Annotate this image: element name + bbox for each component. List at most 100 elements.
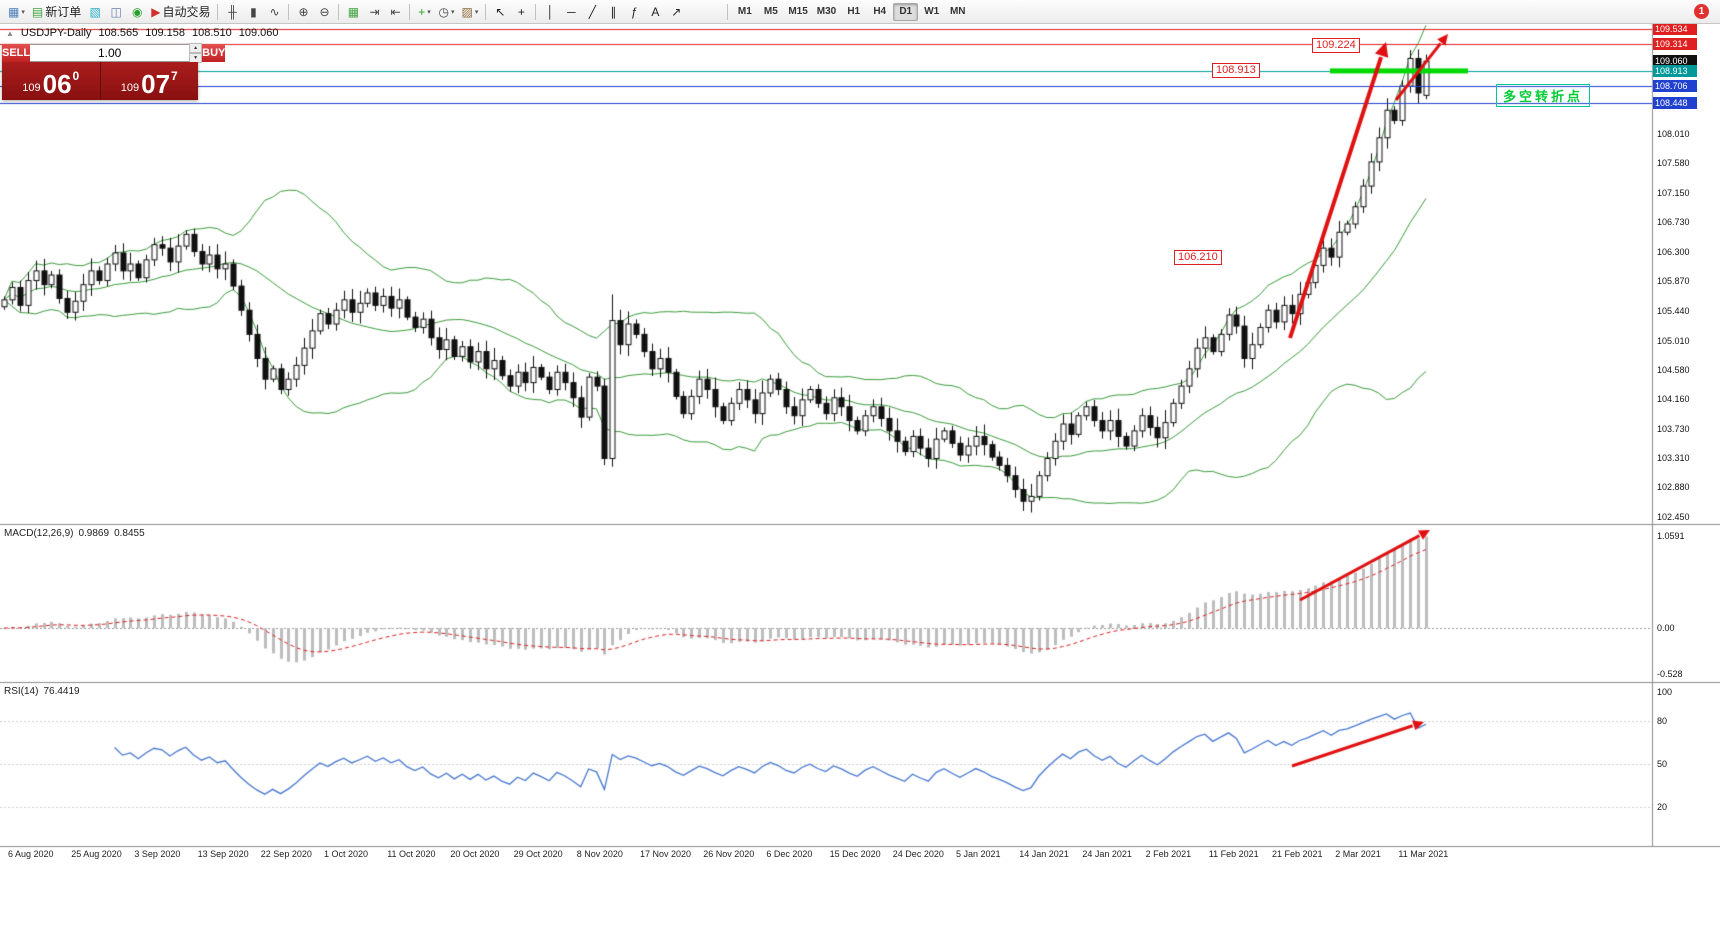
ohlc-low: 108.510 — [191, 27, 232, 39]
timeframe-h4-button[interactable]: H4 — [873, 6, 887, 17]
rsi-value: 76.4419 — [43, 686, 80, 697]
price-flag-annotation[interactable]: 106.210 — [1174, 250, 1222, 265]
autotrading-icon: ▶ — [151, 4, 161, 19]
timeframe-d1-button[interactable]: D1 — [893, 2, 919, 21]
sell-price-button[interactable]: 109 06 0 — [2, 62, 100, 100]
horizontal-line-icon: ─ — [567, 4, 576, 19]
horizontal-line-button[interactable]: ─ — [561, 2, 581, 22]
date-label: 13 Sep 2020 — [197, 849, 249, 859]
price-axis-flag-bid[interactable]: 109.060 — [1653, 55, 1697, 68]
sell-price-prefix: 109 — [22, 82, 41, 94]
chart-window-icon: ▲ — [6, 29, 14, 38]
rsi-indicator-label: RSI(14) 76.4419 — [4, 686, 80, 697]
tile-windows-icon: ▦ — [347, 4, 360, 19]
zoom-out-button[interactable]: ⊖ — [314, 2, 334, 22]
line-chart-icon: ∿ — [269, 4, 280, 19]
buy-button[interactable]: BUY — [202, 44, 226, 62]
timeframe-m30-button[interactable]: M30 — [816, 6, 837, 17]
auto-scroll-button[interactable]: ⇥ — [364, 2, 384, 22]
data-window-button[interactable]: ◫ — [106, 2, 126, 22]
text-label-button[interactable]: A — [645, 2, 665, 22]
fibonacci-icon: ƒ — [630, 4, 638, 19]
price-axis-flag-support[interactable]: 108.448 — [1653, 97, 1697, 110]
price-axis-label: 107.150 — [1657, 187, 1690, 198]
price-axis-label: 107.580 — [1657, 158, 1690, 169]
chart-shift-button[interactable]: ⇤ — [385, 2, 405, 22]
sell-button[interactable]: SELL — [2, 44, 31, 62]
turning-point-annotation[interactable]: 多空转折点 — [1496, 84, 1591, 107]
price-flag-annotation[interactable]: 109.224 — [1312, 38, 1360, 53]
price-axis-flag-level[interactable]: 108.913 — [1653, 65, 1697, 78]
macd-signal-value: 0.8455 — [114, 528, 145, 539]
price-axis-label: 104.160 — [1657, 394, 1690, 405]
price-axis-label: 106.730 — [1657, 216, 1690, 227]
data-window-icon: ◫ — [110, 4, 122, 19]
buy-price-big: 07 — [141, 69, 171, 99]
price-axis-flag-resistance[interactable]: 109.314 — [1653, 37, 1697, 50]
date-label: 2 Mar 2021 — [1335, 849, 1381, 859]
candlestick-chart-button[interactable]: ▮ — [243, 2, 263, 22]
vertical-line-button[interactable]: │ — [540, 2, 560, 22]
periods-button[interactable]: ◷ ▾ — [435, 2, 457, 22]
tile-windows-button[interactable]: ▦ — [343, 2, 363, 22]
date-label: 6 Dec 2020 — [766, 849, 813, 859]
timeframe-h1-button[interactable]: H1 — [847, 6, 861, 17]
charts-profiles-button[interactable]: ▧ — [85, 2, 105, 22]
macd-indicator-label: MACD(12,26,9) 0.9869 0.8455 — [4, 528, 145, 539]
equidistant-channel-button[interactable]: ∥ — [603, 2, 623, 22]
price-axis-flag-resistance[interactable]: 109.534 — [1653, 22, 1697, 35]
history-center-button[interactable]: ◉ — [127, 2, 147, 22]
timeframe-m15-button[interactable]: M15 — [788, 6, 808, 17]
new-chart-icon: ▦ — [8, 4, 20, 19]
bar-chart-button[interactable]: ╫ — [222, 2, 242, 22]
templates-dropdown-caret[interactable]: ▾ — [474, 8, 479, 16]
date-label: 11 Mar 2021 — [1398, 849, 1449, 859]
date-label: 24 Dec 2020 — [892, 849, 944, 859]
volume-input[interactable] — [30, 45, 190, 61]
macd-axis-label: 0.00 — [1657, 623, 1675, 634]
indicators-button[interactable]: + ▾ — [414, 2, 434, 22]
volume-increase-button[interactable]: ▲ — [189, 43, 203, 53]
date-label: 25 Aug 2020 — [71, 849, 122, 859]
timeframe-m5-button[interactable]: M5 — [763, 6, 778, 17]
buy-price-sup: 7 — [171, 69, 178, 83]
price-axis-label: 105.870 — [1657, 276, 1690, 287]
auto-scroll-icon: ⇥ — [369, 4, 380, 19]
macd-name: MACD(12,26,9) — [4, 528, 74, 539]
autotrading-button[interactable]: ▶ 自动交易 — [148, 2, 213, 22]
price-flag-annotation[interactable]: 108.913 — [1212, 63, 1260, 78]
one-click-trading-panel: SELL ▲ ▼ BUY 109 06 0 109 07 7 — [2, 43, 226, 100]
price-axis-label: 106.300 — [1657, 246, 1690, 257]
indicators-dropdown-caret[interactable]: ▾ — [427, 8, 431, 16]
line-chart-button[interactable]: ∿ — [264, 2, 284, 22]
new-chart-dropdown-caret[interactable]: ▾ — [21, 8, 25, 16]
templates-button[interactable]: ▨ ▾ — [458, 2, 481, 22]
trendline-button[interactable]: ╱ — [582, 2, 602, 22]
new-order-button[interactable]: ▤ 新订单 — [29, 2, 84, 22]
rsi-axis-label: 80 — [1657, 715, 1668, 726]
volume-box: ▲ ▼ — [30, 43, 203, 63]
crosshair-button[interactable]: + — [511, 2, 531, 22]
notification-badge[interactable]: 1 — [1694, 4, 1709, 19]
fibonacci-button[interactable]: ƒ — [624, 2, 644, 22]
autotrading-label: 自动交易 — [162, 5, 211, 19]
buy-price-button[interactable]: 109 07 7 — [99, 62, 198, 100]
timeframe-mn-button[interactable]: MN — [949, 6, 966, 17]
sell-price-sup: 0 — [72, 69, 80, 83]
date-label: 11 Oct 2020 — [387, 849, 436, 859]
timeframe-m1-button[interactable]: M1 — [737, 6, 752, 17]
zoom-in-button[interactable]: ⊕ — [293, 2, 313, 22]
price-axis-flag-support[interactable]: 108.706 — [1653, 79, 1697, 92]
arrows-tool-button[interactable]: ↗ — [666, 2, 686, 22]
ohlc-open: 108.565 — [98, 27, 139, 39]
timeframe-w1-button[interactable]: W1 — [924, 6, 940, 17]
new-chart-button[interactable]: ▦ ▾ — [5, 2, 28, 22]
history-center-icon: ◉ — [131, 4, 143, 19]
cursor-button[interactable]: ↖ — [490, 2, 510, 22]
toolbar-separator — [288, 3, 290, 20]
periods-dropdown-caret[interactable]: ▾ — [450, 8, 455, 16]
arrows-tool-icon: ↗ — [671, 4, 682, 19]
zoom-in-icon: ⊕ — [298, 4, 309, 19]
